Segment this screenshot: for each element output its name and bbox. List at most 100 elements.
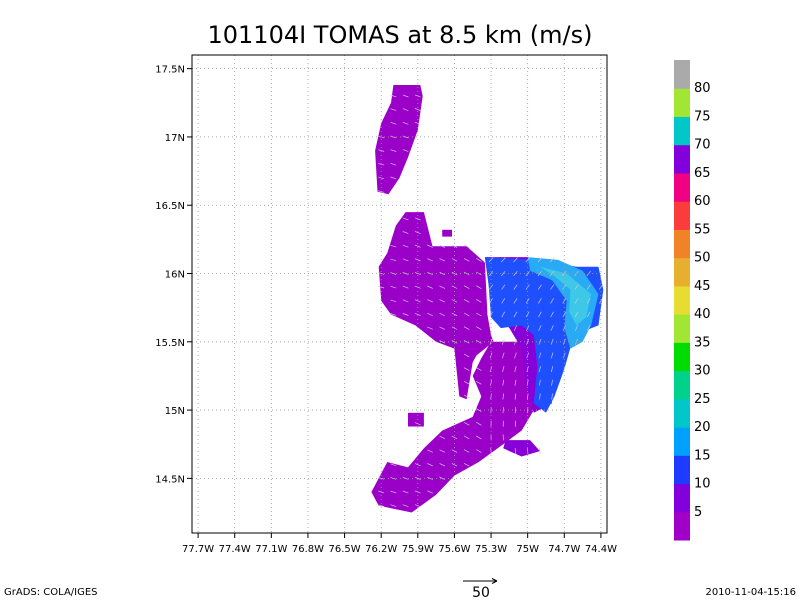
- wind-arrow: [514, 379, 517, 386]
- colorbar-label: 50: [694, 251, 711, 266]
- x-tick-label: 77.7W: [182, 544, 214, 555]
- wind-arrow: [463, 326, 470, 330]
- colorbar-swatch: [674, 88, 690, 117]
- wind-arrow: [526, 379, 529, 386]
- wind-arrow: [587, 325, 591, 332]
- region-south-tail-10: [503, 440, 540, 457]
- x-axis: 77.7W 77.4W 77.1W 76.8W 76.5W 76.2W 75.9W 75.6W…: [182, 533, 617, 555]
- wind-arrow: [562, 298, 567, 304]
- wind-arrow: [489, 298, 493, 304]
- wind-arrow: [439, 449, 446, 453]
- wind-arrow: [427, 271, 433, 276]
- wind-arrow: [414, 231, 421, 235]
- wind-arrow: [414, 272, 421, 275]
- wind-arrow: [390, 162, 397, 166]
- wind-arrow: [390, 490, 397, 494]
- colorbar-swatch: [674, 285, 690, 315]
- wind-arrow: [427, 490, 433, 494]
- region-north-band-5: [375, 85, 423, 195]
- x-tick-label: 77.4W: [219, 544, 251, 555]
- footer-timestamp: 2010-11-04-15:16: [705, 587, 796, 598]
- wind-arrow: [463, 312, 470, 317]
- wind-arrow: [463, 380, 470, 385]
- wind-arrow: [463, 299, 470, 303]
- wind-arrow: [476, 298, 482, 303]
- wind-arrow: [463, 421, 470, 426]
- colorbar-swatch: [674, 455, 690, 485]
- wind-arrow: [378, 163, 385, 166]
- wind-arrow: [538, 379, 541, 386]
- wind-arrow: [439, 271, 446, 276]
- wind-arrow: [550, 284, 555, 290]
- wind-arrow: [402, 108, 409, 112]
- wind-arrow: [402, 272, 409, 275]
- wind-arrow: [414, 299, 421, 303]
- colorbar-swatch: [674, 314, 690, 343]
- y-tick-label: 15N: [165, 406, 185, 417]
- wind-arrow: [550, 366, 554, 373]
- chart-title: 101104I TOMAS at 8.5 km (m/s): [207, 21, 592, 49]
- wind-arrow: [549, 257, 555, 263]
- wind-arrow: [463, 271, 470, 276]
- wind-arrow: [476, 380, 482, 385]
- colorbar-swatch: [674, 257, 690, 287]
- x-tick-label: 75W: [516, 544, 539, 555]
- wind-arrow: [574, 311, 579, 318]
- wind-arrow: [451, 271, 458, 276]
- region-island-5a: [408, 412, 424, 427]
- wind-arrow: [489, 311, 493, 318]
- wind-arrow: [562, 325, 566, 332]
- wind-arrow: [414, 108, 421, 112]
- wind-arrow: [476, 339, 482, 344]
- wind-arrow: [390, 258, 397, 262]
- wind-arrow: [427, 312, 433, 317]
- wind-arrow: [502, 407, 504, 414]
- wind-arrow: [539, 448, 541, 455]
- wind-arrow: [451, 312, 458, 317]
- wind-arrow: [390, 504, 397, 507]
- colorbar-swatch: [674, 427, 690, 456]
- wind-arrow: [390, 149, 397, 152]
- colorbar-swatch: [674, 201, 690, 230]
- plot-border: [191, 54, 608, 534]
- wind-arrow: [526, 325, 530, 332]
- wind-arrow: [514, 448, 517, 455]
- y-tick-label: 17.5N: [155, 65, 185, 76]
- wind-arrow: [526, 393, 529, 400]
- wind-arrow: [500, 257, 506, 263]
- colorbar-swatch: [674, 398, 690, 428]
- colorbar-swatch: [674, 370, 690, 400]
- wind-arrow: [513, 257, 518, 263]
- y-tick-label: 17N: [165, 133, 185, 144]
- wind-arrow: [402, 135, 409, 139]
- wind-arrow: [538, 298, 542, 304]
- scale-arrow-head: [491, 578, 498, 584]
- wind-arrow: [427, 463, 433, 467]
- wind-arrow: [525, 298, 530, 304]
- wind-arrow: [390, 272, 397, 275]
- wind-arrow: [501, 270, 506, 277]
- scale-arrow-label: 50: [472, 585, 490, 600]
- wind-arrow: [427, 476, 433, 480]
- x-tick-label: 75.6W: [438, 544, 470, 555]
- wind-arrow: [538, 338, 542, 345]
- wind-arrow: [550, 325, 554, 332]
- wind-arrow: [439, 312, 446, 317]
- wind-arrow: [414, 504, 421, 508]
- colorbar-label: 20: [694, 420, 711, 435]
- wind-arrow: [514, 338, 517, 345]
- wind-arrow: [476, 257, 482, 262]
- wind-arrow: [378, 504, 385, 507]
- colorbar-label: 45: [694, 279, 711, 294]
- wind-arrow: [439, 258, 446, 262]
- wind-arrow: [538, 366, 541, 373]
- wind-arrow: [476, 312, 482, 317]
- wind-arrow: [490, 407, 492, 414]
- region-east-arc-20: [527, 257, 599, 349]
- wind-arrow: [402, 285, 409, 289]
- colorbar-label: 35: [694, 335, 711, 350]
- wind-arrow: [476, 367, 482, 371]
- wind-arrow: [514, 393, 517, 400]
- wind-arrow: [502, 393, 504, 400]
